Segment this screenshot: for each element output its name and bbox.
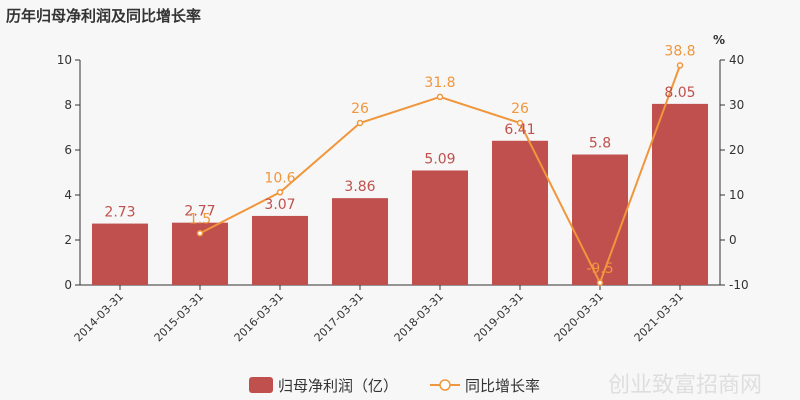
x-tick-label: 2018-03-31 xyxy=(392,290,446,344)
right-tick-label: 0 xyxy=(729,233,737,247)
bar xyxy=(92,223,148,285)
line-value-label: 26 xyxy=(511,101,529,117)
bar-value-label: 3.07 xyxy=(264,197,295,213)
bar-series xyxy=(92,103,708,285)
bar-value-label: 3.86 xyxy=(344,179,375,195)
line-value-label: 31.8 xyxy=(424,75,455,91)
line-point xyxy=(356,119,364,127)
line-value-label: 38.8 xyxy=(664,43,695,59)
legend-bar-swatch xyxy=(249,377,273,393)
legend[interactable]: 归母净利润（亿） 同比增长率 xyxy=(249,377,540,395)
legend-line-marker xyxy=(439,379,451,391)
axes: 0 2 4 6 8 10 -10 0 10 20 30 40 2014-03-31 2015-03-31 2… xyxy=(57,53,749,344)
line-point xyxy=(516,119,524,127)
line-point xyxy=(196,230,204,237)
left-tick-label: 0 xyxy=(64,278,72,292)
bar xyxy=(572,154,628,285)
line-value-label: 1.5 xyxy=(189,211,211,227)
bar-value-label: 2.77 xyxy=(184,204,215,220)
watermark: 创业致富招商网 xyxy=(608,373,762,398)
bar xyxy=(412,170,468,285)
x-tick-label: 2015-03-31 xyxy=(152,290,206,344)
x-tick-label: 2014-03-31 xyxy=(72,290,126,344)
bar-value-label: 5.8 xyxy=(589,136,611,152)
legend-bar-label: 归母净利润（亿） xyxy=(278,377,398,395)
bar xyxy=(332,198,388,285)
legend-line-label: 同比增长率 xyxy=(465,377,540,395)
x-tick-label: 2016-03-31 xyxy=(232,290,286,344)
right-tick-label: 40 xyxy=(729,53,744,67)
right-tick-label: 30 xyxy=(729,98,744,112)
line-value-label: 10.6 xyxy=(264,170,295,186)
left-tick-label: 2 xyxy=(64,233,72,247)
bar-value-label: 6.41 xyxy=(504,122,535,138)
line-value-label: 26 xyxy=(351,101,369,117)
right-tick-label: -10 xyxy=(729,278,749,292)
bar xyxy=(252,215,308,285)
x-tick-label: 2019-03-31 xyxy=(472,290,526,344)
right-tick-label: 20 xyxy=(729,143,744,157)
right-axis-unit: % xyxy=(713,33,725,47)
left-tick-label: 10 xyxy=(57,53,72,67)
line-value-label: -9.5 xyxy=(586,261,613,277)
line-series xyxy=(196,62,684,286)
left-tick-label: 6 xyxy=(64,143,72,157)
bar-value-label: 8.05 xyxy=(664,85,695,101)
line-point xyxy=(436,93,444,101)
x-tick-label: 2021-03-31 xyxy=(632,290,686,344)
left-tick-label: 4 xyxy=(64,188,72,202)
x-tick-label: 2020-03-31 xyxy=(552,290,606,344)
line-point xyxy=(596,279,604,286)
bar xyxy=(492,140,548,285)
data-labels: 2.73 2.77 3.07 3.86 5.09 6.41 5.8 8.05 1.5 10.6 26… xyxy=(104,43,695,276)
bar-value-label: 2.73 xyxy=(104,205,135,221)
bar-value-label: 5.09 xyxy=(424,151,455,167)
bar xyxy=(652,103,708,285)
line-point xyxy=(676,62,684,69)
line-point xyxy=(276,189,284,196)
right-tick-label: 10 xyxy=(729,188,744,202)
chart-title: 历年归母净利润及同比增长率 xyxy=(6,7,201,25)
left-tick-label: 8 xyxy=(64,98,72,112)
x-tick-label: 2017-03-31 xyxy=(312,290,366,344)
